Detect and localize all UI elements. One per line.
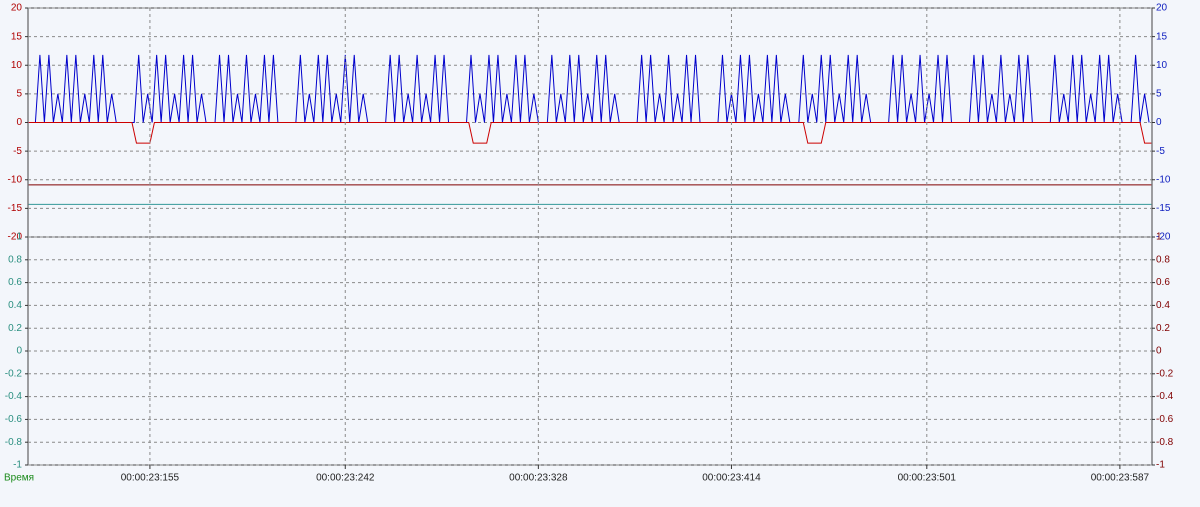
y2-tick-label: -10: [1156, 174, 1171, 185]
y-tick-label: -0.2: [5, 368, 23, 379]
y2-tick-label: 15: [1156, 31, 1168, 42]
y2-tick-label: -0.6: [1156, 414, 1174, 425]
y-tick-label: -15: [8, 203, 23, 214]
y2-tick-label: 0.2: [1156, 323, 1170, 334]
x-tick-label: 00:00:23:501: [898, 473, 957, 484]
y2-tick-label: -20: [1156, 232, 1171, 243]
y-tick-label: 1: [16, 232, 22, 243]
y-tick-label: -0.4: [5, 391, 23, 402]
y-tick-label: 5: [16, 89, 22, 100]
y2-tick-label: 10: [1156, 60, 1168, 71]
y2-tick-label: 0.8: [1156, 254, 1170, 265]
y-tick-label: 10: [11, 60, 23, 71]
y2-tick-label: 5: [1156, 89, 1162, 100]
y-tick-label: -20: [8, 232, 23, 243]
y-tick-label: 0: [16, 117, 22, 128]
y-tick-label: 0: [16, 346, 22, 357]
y2-tick-label: 0.4: [1156, 300, 1170, 311]
y-tick-label: 0.2: [8, 323, 22, 334]
y2-tick-label: 20: [1156, 3, 1168, 14]
y2-tick-label: 0.6: [1156, 277, 1170, 288]
y-tick-label: 20: [11, 3, 23, 14]
y2-tick-label: -1: [1156, 460, 1165, 471]
y-tick-label: -5: [13, 146, 22, 157]
y2-tick-label: -0.2: [1156, 368, 1174, 379]
y-tick-label: -1: [13, 460, 22, 471]
x-tick-label: 00:00:23:328: [509, 473, 568, 484]
y-tick-label: 0.6: [8, 277, 22, 288]
y2-tick-label: 0: [1156, 346, 1162, 357]
y2-tick-label: 1: [1156, 232, 1162, 243]
x-axis-title: Время: [4, 473, 34, 484]
y-tick-label: -0.8: [5, 437, 23, 448]
y-tick-label: -0.6: [5, 414, 23, 425]
x-tick-label: 00:00:23:414: [702, 473, 761, 484]
y2-tick-label: -0.4: [1156, 391, 1174, 402]
y-tick-label: 15: [11, 31, 23, 42]
y2-tick-label: -15: [1156, 203, 1171, 214]
y-tick-label: -10: [8, 174, 23, 185]
y-tick-label: 0.4: [8, 300, 22, 311]
x-tick-label: 00:00:23:242: [316, 473, 375, 484]
x-tick-label: 00:00:23:587: [1091, 473, 1150, 484]
y2-tick-label: -5: [1156, 146, 1165, 157]
y2-tick-label: -0.8: [1156, 437, 1174, 448]
y-tick-label: 0.8: [8, 254, 22, 265]
series-line: [28, 122, 1152, 144]
x-tick-label: 00:00:23:155: [121, 473, 180, 484]
y2-tick-label: 0: [1156, 117, 1162, 128]
